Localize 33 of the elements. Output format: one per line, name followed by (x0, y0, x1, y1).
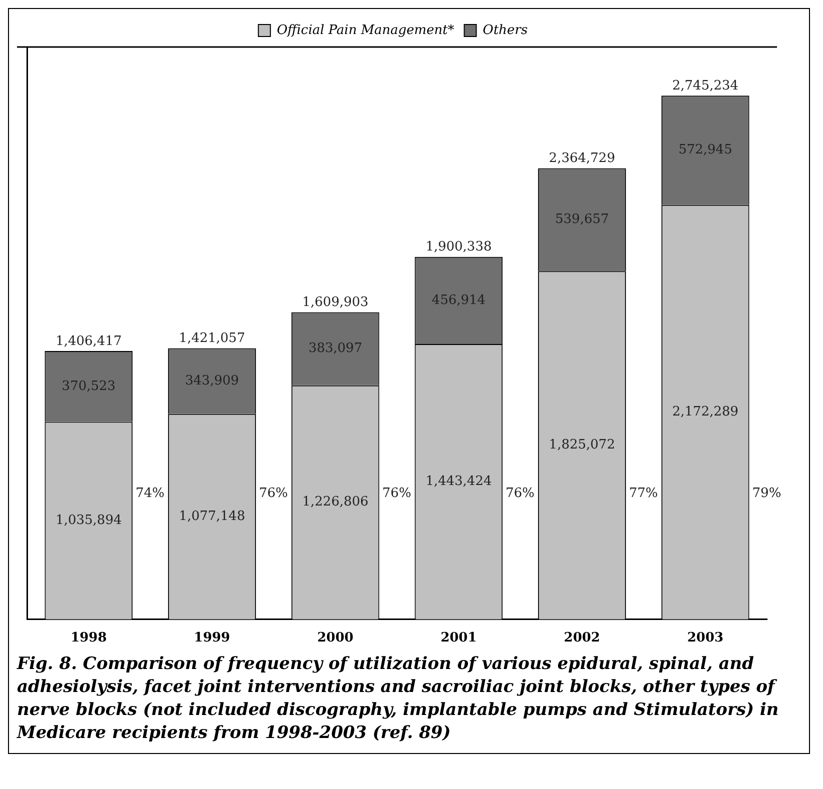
data-label: 2,172,289 (672, 404, 738, 420)
data-label: 1,226,806 (302, 494, 368, 510)
data-label: 539,657 (555, 212, 609, 228)
annotation: 74% (136, 486, 165, 501)
x-tick-label: 2000 (317, 630, 354, 646)
x-tick-label: 2003 (687, 630, 724, 646)
total-label: 1,609,903 (302, 295, 368, 310)
data-label: 456,914 (432, 292, 486, 308)
annotation: 76% (382, 486, 412, 501)
x-tick-label: 1998 (70, 630, 107, 646)
data-label: 1,035,894 (56, 512, 122, 528)
data-label: 383,097 (308, 341, 362, 356)
legend-label: Official Pain Management* (276, 22, 455, 38)
legend-label: Others (482, 22, 528, 38)
caption: Fig. 8. Comparison of frequency of utilization of various epidural, spinal, and adhesiolysis, facet joint interventions and sacroiliac joint blocks, other types of nerve blocks (not included discography, implantable pumps and Stimulators) in Medicare recipients from 1998-2003 (ref. 89) (16, 653, 780, 745)
data-label: 1,077,148 (178, 509, 246, 524)
x-tick-label: 1999 (194, 630, 230, 646)
annotation: 76% (506, 486, 535, 501)
data-label: 343,909 (185, 373, 239, 388)
x-tick-label: 2002 (564, 630, 600, 646)
total-label: 2,745,234 (672, 78, 738, 94)
data-label: 1,443,424 (426, 474, 492, 490)
data-label: 370,523 (62, 378, 116, 394)
data-label: 572,945 (678, 142, 732, 158)
data-label: 1,825,072 (548, 438, 616, 453)
total-label: 1,900,338 (426, 240, 492, 255)
annotation: 79% (752, 486, 782, 501)
annotation: 77% (628, 486, 658, 501)
annotation: 76% (258, 486, 288, 501)
x-tick-label: 2001 (440, 630, 477, 646)
total-label: 1,421,057 (178, 331, 246, 346)
total-label: 1,406,417 (56, 334, 122, 349)
total-label: 2,364,729 (548, 151, 616, 166)
